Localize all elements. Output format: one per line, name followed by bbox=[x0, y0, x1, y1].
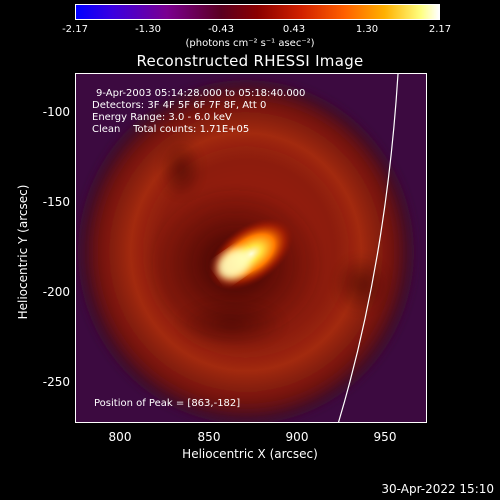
colorbar-tick-label: 2.17 bbox=[428, 24, 452, 35]
solar-limb-line bbox=[337, 74, 399, 422]
colorbar-unit: (photons cm⁻² s⁻¹ asec⁻²) bbox=[185, 38, 315, 49]
colorbar-ticks: -2.17 -1.30 -0.43 0.43 1.30 2.17 bbox=[62, 0, 451, 60]
y-tick-label: -200 bbox=[42, 285, 70, 299]
heatmap-image bbox=[76, 74, 426, 422]
image-plot: 9-Apr-2003 05:14:28.000 to 05:18:40.000 … bbox=[75, 73, 427, 423]
colorbar-tick-label: 1.30 bbox=[355, 24, 379, 35]
footer-timestamp: 30-Apr-2022 15:10 bbox=[381, 482, 494, 496]
colorbar-tick-label: -1.30 bbox=[135, 24, 161, 35]
colorbar-tick-label: -2.17 bbox=[62, 24, 88, 35]
x-tick-label: 800 bbox=[108, 430, 132, 444]
colorbar bbox=[75, 4, 440, 20]
colorbar-tick-label: -0.43 bbox=[208, 24, 234, 35]
chart-title: Reconstructed RHESSI Image bbox=[136, 52, 364, 70]
detectors-annotation: Detectors: 3F 4F 5F 6F 7F 8F, Att 0 bbox=[92, 100, 267, 111]
y-axis-label: Heliocentric Y (arcsec) bbox=[16, 184, 30, 320]
time-annotation: 9-Apr-2003 05:14:28.000 to 05:18:40.000 bbox=[96, 88, 306, 99]
energy-annotation: Energy Range: 3.0 - 6.0 keV bbox=[92, 112, 232, 123]
y-tick-label: -150 bbox=[42, 195, 70, 209]
peak-annotation: Position of Peak = [863,-182] bbox=[94, 398, 241, 409]
x-tick-label: 850 bbox=[197, 430, 221, 444]
peak-source bbox=[208, 218, 294, 290]
x-tick-label: 950 bbox=[373, 430, 397, 444]
clean-annotation: Clean Total counts: 1.71E+05 bbox=[92, 124, 250, 135]
colorbar-tick-label: 0.43 bbox=[282, 24, 306, 35]
y-tick-label: -250 bbox=[42, 375, 70, 389]
x-tick-label: 900 bbox=[285, 430, 309, 444]
x-axis-label: Heliocentric X (arcsec) bbox=[182, 447, 318, 461]
y-tick-label: -100 bbox=[42, 105, 70, 119]
